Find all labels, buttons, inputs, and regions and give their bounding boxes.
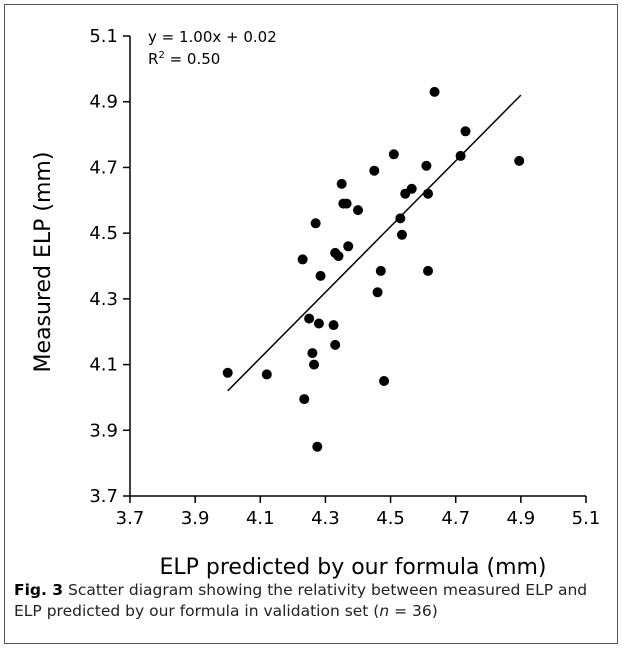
data-point [375,265,386,276]
y-tick-label: 4.5 [89,223,118,244]
y-tick-label: 5.1 [89,26,118,47]
data-point [310,218,321,229]
data-point [343,241,354,252]
data-point [336,178,347,189]
x-tick-label: 4.7 [441,508,470,529]
data-point [222,367,233,378]
data-point [372,287,383,298]
data-point [307,348,318,359]
data-point [315,270,326,281]
equation-label: y = 1.00x + 0.02 [148,28,277,46]
x-ticks: 3.7 3.9 4.1 4.3 4.5 4.7 4.9 5.1 [116,496,601,529]
x-tick-label: 3.7 [116,508,145,529]
data-point [333,251,344,262]
y-tick-label: 4.7 [89,157,118,178]
data-point [328,320,339,331]
data-point [379,376,390,386]
data-point [297,254,308,265]
data-point [423,188,434,199]
x-tick-label: 4.5 [376,508,405,529]
data-point [261,369,272,380]
data-point [304,313,315,324]
data-point [396,229,407,240]
y-tick-label: 3.7 [89,486,118,507]
y-tick-label: 4.3 [89,289,118,310]
x-tick-label: 4.3 [311,508,340,529]
x-tick-label: 4.9 [507,508,536,529]
x-tick-label: 4.1 [246,508,275,529]
scatter-chart: 3.7 3.9 4.1 4.3 4.5 4.7 4.9 5.1 3.7 3.9 4.1 4.3 4.5… [31,26,601,580]
data-point [395,213,406,224]
axes [129,36,586,497]
data-point [353,205,363,216]
data-point [341,198,352,209]
data-point [369,165,380,176]
y-ticks: 3.7 3.9 4.1 4.3 4.5 4.7 4.9 5.1 [89,26,130,507]
data-point [421,160,432,171]
caption-text-end: = 36) [389,602,438,620]
caption-n-symbol: n [379,602,390,620]
r-squared-label: R2 = 0.50 [148,50,220,68]
data-point [460,126,471,137]
y-tick-label: 4.9 [89,92,118,113]
data-point [429,86,440,97]
data-point [514,155,525,166]
caption-text: Scatter diagram showing the relativity b… [14,581,588,620]
x-axis-title: ELP predicted by our formula (mm) [159,555,546,580]
data-points [222,86,525,452]
figure-frame [4,4,618,644]
data-point [313,318,324,329]
caption-label: Fig. 3 [14,581,64,599]
regression-line [227,94,522,392]
data-point [330,339,341,350]
figure-caption: Fig. 3 Scatter diagram showing the relat… [14,580,614,622]
y-axis-title: Measured ELP (mm) [31,152,56,373]
y-tick-label: 4.1 [89,355,118,376]
x-tick-label: 5.1 [572,508,601,529]
data-point [299,394,310,405]
data-point [309,359,320,370]
data-point [312,441,323,452]
data-point [388,149,399,160]
data-point [455,150,466,161]
x-tick-label: 3.9 [181,508,210,529]
data-point [406,183,417,194]
y-tick-label: 3.9 [89,420,118,441]
data-point [423,265,434,276]
